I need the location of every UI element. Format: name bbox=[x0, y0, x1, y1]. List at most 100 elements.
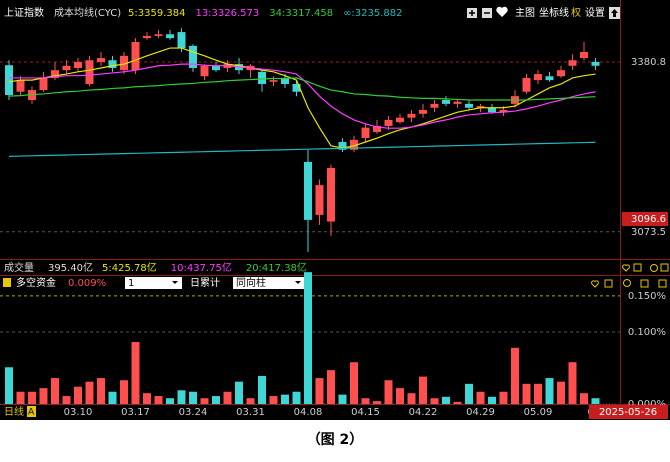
bar bbox=[212, 396, 220, 404]
price-marker: 3096.6 bbox=[631, 214, 666, 225]
icon[interactable] bbox=[658, 279, 667, 288]
icon[interactable] bbox=[623, 279, 631, 287]
icon[interactable] bbox=[640, 279, 649, 288]
candle-body bbox=[62, 65, 71, 71]
bar bbox=[97, 378, 105, 404]
bar bbox=[177, 390, 186, 404]
icon[interactable] bbox=[660, 263, 669, 272]
toolbar-button[interactable]: 坐标线 bbox=[539, 6, 569, 19]
bar bbox=[327, 370, 335, 404]
bar bbox=[465, 383, 473, 404]
icon[interactable] bbox=[650, 264, 658, 272]
y-tick-label: 3073.5 bbox=[631, 227, 666, 238]
dropdown[interactable]: 同向柱 bbox=[233, 276, 305, 289]
x-tick-label: 03.17 bbox=[121, 407, 150, 418]
candle-body bbox=[350, 139, 358, 150]
bar bbox=[235, 381, 243, 404]
candle-body bbox=[131, 42, 140, 71]
panel-value: 0.009% bbox=[68, 278, 106, 289]
y-tick-label: 0.000% bbox=[628, 399, 666, 410]
bar bbox=[453, 401, 462, 404]
icon[interactable] bbox=[633, 263, 642, 272]
bar bbox=[407, 393, 416, 404]
bar bbox=[16, 391, 25, 404]
ma-line bbox=[9, 63, 596, 129]
candle-body bbox=[545, 76, 554, 81]
date-label: 2025-05-26 bbox=[599, 407, 657, 418]
bar bbox=[396, 388, 404, 404]
candle-body bbox=[327, 167, 335, 222]
icon[interactable] bbox=[591, 280, 599, 288]
candle-body bbox=[154, 34, 163, 36]
bar bbox=[120, 380, 128, 404]
volume-legend-entry: 10:437.75亿 bbox=[171, 261, 232, 274]
bar bbox=[315, 378, 324, 404]
candle-body bbox=[108, 60, 117, 68]
icon[interactable] bbox=[604, 279, 613, 288]
panel-icons bbox=[622, 263, 669, 272]
dropdown-arrow bbox=[172, 281, 178, 284]
candle-body bbox=[591, 61, 600, 66]
date-box bbox=[589, 405, 668, 419]
bar bbox=[442, 396, 450, 404]
toolbar-button[interactable]: 主图 bbox=[515, 7, 535, 19]
bar bbox=[534, 383, 542, 404]
collapse-icon bbox=[611, 9, 618, 17]
candle-body bbox=[177, 32, 186, 49]
bar bbox=[39, 388, 48, 404]
dropdown-arrow bbox=[295, 281, 301, 284]
bar bbox=[591, 398, 600, 404]
bar bbox=[419, 376, 427, 404]
bar bbox=[108, 391, 117, 404]
bar bbox=[281, 394, 289, 404]
x-tick-label: 04.15 bbox=[351, 407, 380, 418]
help-icon[interactable] bbox=[3, 278, 11, 287]
candle-body bbox=[258, 71, 266, 84]
dropdown-box[interactable] bbox=[233, 277, 305, 289]
bar bbox=[557, 381, 565, 404]
bar bbox=[373, 401, 381, 404]
toolbar-button[interactable]: 设置 bbox=[585, 7, 605, 19]
candle-body bbox=[465, 103, 473, 108]
dropdown-box[interactable] bbox=[125, 277, 182, 289]
volume-value: 395.40亿 bbox=[48, 261, 93, 274]
x-tick-label: 04.22 bbox=[409, 407, 438, 418]
volume-legend-entry: 20:417.38亿 bbox=[246, 261, 307, 274]
dropdown-value: 1 bbox=[128, 278, 134, 289]
candle-body bbox=[143, 35, 151, 39]
x-tick-label: 04.29 bbox=[466, 407, 495, 418]
candle-body bbox=[361, 127, 370, 139]
x-tick-label: 04.08 bbox=[294, 407, 323, 418]
candle-body bbox=[120, 55, 128, 71]
chart-title: 上证指数 bbox=[4, 6, 44, 19]
period-label: 日线 bbox=[4, 405, 24, 418]
candle-body bbox=[5, 65, 13, 96]
y-tick-label: 0.100% bbox=[628, 327, 666, 338]
bar bbox=[246, 398, 255, 404]
dropdown[interactable]: 1 bbox=[125, 277, 182, 289]
candle-body bbox=[39, 77, 48, 91]
candle-body bbox=[580, 51, 588, 59]
bar bbox=[200, 398, 209, 404]
bar bbox=[5, 367, 13, 404]
candle-body bbox=[315, 185, 324, 215]
candle-body bbox=[74, 61, 82, 68]
candle-body bbox=[488, 107, 496, 113]
ma-line bbox=[8, 141, 596, 157]
bar bbox=[545, 378, 554, 404]
dropdown-value: 同向柱 bbox=[236, 276, 266, 289]
candle-body bbox=[304, 161, 312, 220]
candle-body bbox=[269, 80, 278, 82]
caption: （图 2） bbox=[307, 432, 364, 448]
candle-body bbox=[499, 109, 508, 113]
candle-body bbox=[85, 60, 94, 84]
bar bbox=[304, 272, 312, 404]
toolbar-button[interactable]: 权 bbox=[571, 6, 581, 19]
candle-body bbox=[384, 119, 393, 126]
candle-body bbox=[442, 100, 450, 104]
x-tick-label: 03.10 bbox=[64, 407, 93, 418]
candle-body bbox=[212, 65, 220, 71]
candle-body bbox=[200, 65, 209, 77]
icon[interactable] bbox=[622, 264, 630, 272]
favorite-button[interactable] bbox=[496, 6, 508, 17]
